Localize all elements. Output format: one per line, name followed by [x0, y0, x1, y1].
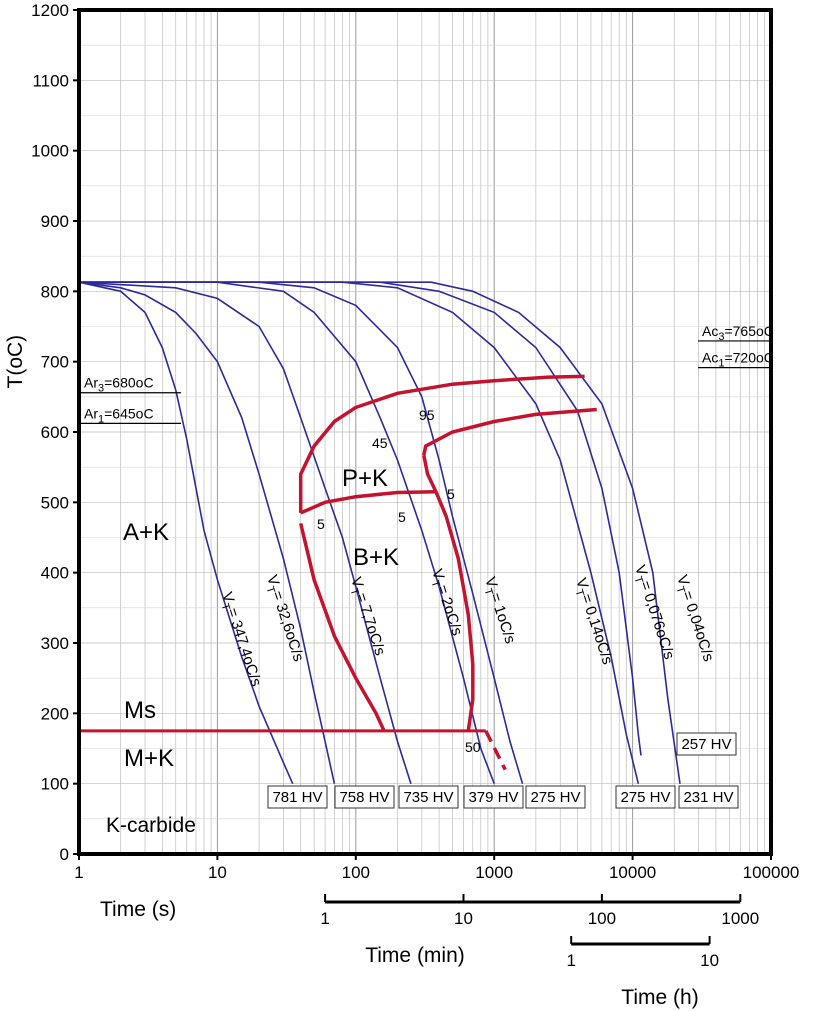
reference-line-label: Ac1=720oC — [702, 350, 774, 370]
y-tick-label: 1200 — [31, 1, 69, 20]
y-tick-label: 400 — [41, 564, 69, 583]
x-tick-label: 10 — [208, 863, 227, 882]
cooling-rate-label: VT= 0,04oC/s — [670, 573, 717, 665]
hardness-box — [267, 785, 328, 809]
reference-line-label: Ar1=645oC — [84, 405, 154, 425]
cooling-curve — [79, 281, 495, 784]
martensite-start-boundary-line — [298, 522, 386, 732]
cooling-curve — [79, 281, 524, 784]
transformation-percent: 5 — [398, 509, 406, 525]
Ms-extension-line — [484, 730, 507, 771]
phase-label: M+K — [124, 745, 174, 772]
secondary-axis-tick-label: 1 — [320, 909, 329, 928]
x-tick-label: 1000 — [475, 863, 513, 882]
hardness-box — [678, 785, 739, 809]
phase-label: Ms — [124, 697, 156, 724]
secondary-axis-tick-label: 100 — [588, 909, 616, 928]
transformation-percent: 5 — [317, 516, 325, 532]
cooling-rate-label: VT= 7,7oC/s — [344, 575, 388, 659]
pearlite-bainite-boundary-line — [300, 490, 437, 515]
x-tick-label: 1 — [74, 863, 83, 882]
y-tick-label: 500 — [41, 493, 69, 512]
reference-line-label: Ar3=680oC — [84, 375, 154, 395]
y-tick-label: 100 — [41, 775, 69, 794]
cooling-rate-label: VT= 347,4oC/s — [215, 590, 264, 689]
reference-lines: Ar3=680oC Ar1=645oC Ac3=765oC Ac1=720oC — [80, 323, 774, 425]
transformation-percent: 5 — [447, 486, 455, 502]
hardness-label: 735 HV — [403, 789, 453, 806]
y-axis-label: T(oC) — [4, 335, 27, 389]
cooling-curve — [78, 281, 412, 784]
hardness-label: 231 HV — [683, 789, 733, 806]
x-tick-label: 100000 — [743, 863, 800, 882]
hardness-label: 275 HV — [620, 789, 670, 806]
hardness-label: 257 HV — [681, 736, 731, 753]
hardness-label: 275 HV — [530, 789, 580, 806]
plot-frame — [77, 8, 773, 856]
axis-ticks: 0100200300400500600700800900100011001200… — [31, 1, 799, 882]
cooling-curve — [79, 281, 681, 784]
y-tick-label: 600 — [41, 423, 69, 442]
hardness-box — [334, 785, 395, 809]
bainite-finish-line — [422, 454, 475, 732]
hardness-box — [463, 785, 524, 809]
hardness-label: 379 HV — [468, 789, 518, 806]
cooling-curves — [78, 281, 681, 785]
pearlite-start-line — [298, 374, 585, 513]
phase-label: A+K — [123, 519, 169, 546]
cooling-curve — [78, 281, 294, 785]
pearlite-finish-line — [422, 407, 597, 456]
transformation-percent: 95 — [419, 407, 435, 423]
cooling-rate-label: VT= 0,14oC/s — [569, 576, 616, 668]
y-tick-label: 800 — [41, 282, 69, 301]
y-tick-label: 700 — [41, 353, 69, 372]
y-tick-label: 300 — [41, 634, 69, 653]
hardness-box — [525, 785, 586, 809]
hardness-box — [676, 732, 737, 756]
reference-line-label: Ac3=765oC — [702, 323, 774, 343]
y-tick-label: 1000 — [31, 142, 69, 161]
secondary-axis-tick-label: 10 — [454, 909, 473, 928]
phase-boundaries — [79, 374, 597, 771]
x-axis-label: Time (s) — [100, 898, 176, 921]
secondary-axis-tick-label: 1000 — [721, 909, 759, 928]
phase-label: B+K — [353, 544, 399, 571]
cooling-curve — [79, 281, 640, 784]
x-tick-label: 100 — [342, 863, 370, 882]
y-tick-label: 0 — [60, 845, 69, 864]
y-tick-label: 1100 — [32, 71, 69, 90]
secondary-axis-label: Time (h) — [621, 986, 698, 1009]
y-tick-label: 900 — [41, 212, 69, 231]
cooling-rate-label: VT= 1oC/s — [478, 575, 518, 647]
cooling-rate-label: VT= 0,076oC/s — [628, 563, 677, 662]
y-tick-label: 200 — [41, 704, 69, 723]
cooling-rate-label: VT= 2oC/s — [425, 567, 465, 639]
hardness-box — [615, 785, 676, 809]
secondary-axis-tick-label: 10 — [700, 951, 719, 970]
secondary-axis-tick-label: 1 — [566, 951, 575, 970]
hardness-label: 758 HV — [339, 789, 389, 806]
transformation-percent: 50 — [465, 739, 481, 755]
phase-label: K-carbide — [106, 814, 196, 837]
cooling-curve — [78, 281, 336, 784]
phase-label: P+K — [342, 465, 388, 492]
secondary-axis-label: Time (min) — [365, 944, 465, 967]
transformation-percent: 45 — [372, 435, 388, 451]
hardness-label: 781 HV — [272, 789, 322, 806]
x-tick-label: 10000 — [609, 863, 656, 882]
hardness-box — [398, 785, 459, 809]
chart-grid — [79, 10, 771, 854]
